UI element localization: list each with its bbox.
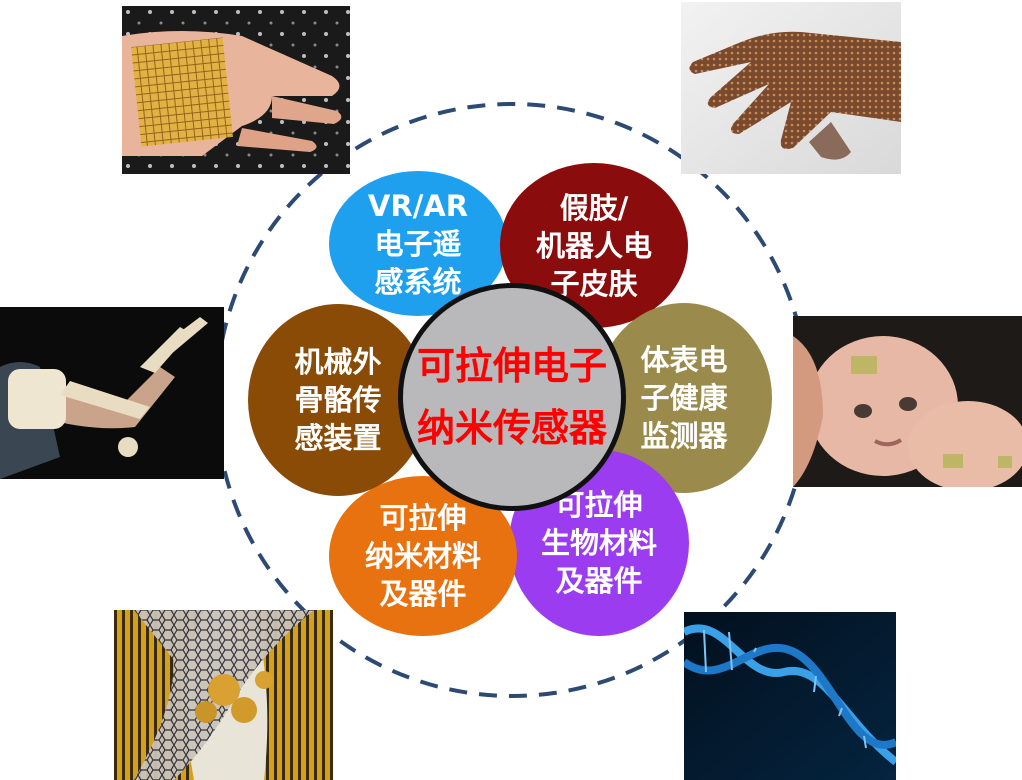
petal-exoskeleton-line-3: 感装置 xyxy=(294,421,382,455)
petal-body-health-line-2: 子健康 xyxy=(640,381,728,415)
center-title-circle: 可拉伸电子 纳米传感器 xyxy=(398,283,626,511)
robot-hand-photo xyxy=(681,2,901,174)
petal-bio-material-line-2: 生物材料 xyxy=(540,526,657,560)
exoskeleton-arm-photo xyxy=(0,307,224,479)
petal-vr-ar-line-1: VR/AR xyxy=(367,188,469,223)
electronic-skin-hand-icon xyxy=(681,2,901,174)
petal-exoskeleton: 机械外 骨骼传 感装置 xyxy=(248,304,428,496)
petal-body-health-line-3: 监测器 xyxy=(640,419,728,453)
hand-with-sensor-mesh-icon xyxy=(122,6,350,174)
center-title-line-2: 纳米传感器 xyxy=(416,406,607,450)
petal-nano-material-line-3: 及器件 xyxy=(379,577,467,611)
infant-with-skin-patch-icon xyxy=(793,316,1022,487)
petal-prosthetic-line-3: 子皮肤 xyxy=(550,266,638,301)
carbon-nanotube-structure-icon xyxy=(114,610,333,780)
baby-monitor-photo xyxy=(793,316,1022,487)
petal-vr-ar-line-3: 感系统 xyxy=(374,264,462,299)
petal-nano-material: 可拉伸 纳米材料 及器件 xyxy=(329,476,517,636)
dna-double-helix-icon xyxy=(684,612,896,780)
center-title-line-1: 可拉伸电子 xyxy=(416,344,607,388)
petal-vr-ar-line-2: 电子遥 xyxy=(374,226,462,261)
arm-exoskeleton-icon xyxy=(0,307,224,479)
petal-prosthetic-line-2: 机器人电 xyxy=(535,228,652,263)
petal-nano-material-line-2: 纳米材料 xyxy=(364,539,481,573)
petal-exoskeleton-line-2: 骨骼传 xyxy=(294,383,382,417)
hand-sensor-grid-photo xyxy=(122,6,350,174)
petal-prosthetic-line-1: 假肢/ xyxy=(559,190,629,225)
petal-exoskeleton-line-1: 机械外 xyxy=(294,345,382,379)
nanotube-photo xyxy=(114,610,333,780)
dna-helix-photo xyxy=(684,612,896,780)
petal-body-health-line-1: 体表电 xyxy=(640,343,728,377)
petal-nano-material-line-1: 可拉伸 xyxy=(379,501,467,535)
petal-bio-material-line-3: 及器件 xyxy=(555,564,643,598)
